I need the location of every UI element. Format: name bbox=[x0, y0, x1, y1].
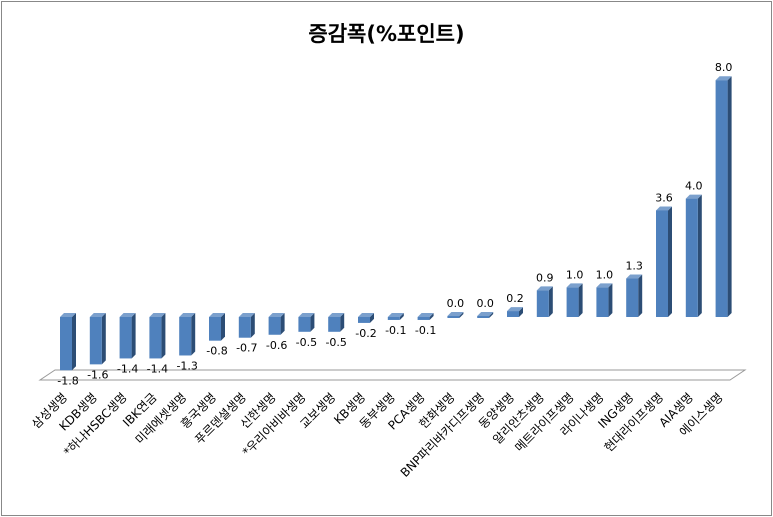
bar-side bbox=[101, 313, 106, 365]
bar-side bbox=[489, 312, 494, 318]
bar-side bbox=[668, 206, 672, 317]
bar-side bbox=[638, 274, 643, 317]
bar bbox=[715, 80, 728, 317]
bar-top bbox=[268, 313, 285, 317]
bar bbox=[656, 210, 668, 317]
bar-side bbox=[459, 312, 464, 318]
data-label: 4.0 bbox=[685, 180, 703, 193]
bar bbox=[328, 317, 341, 332]
bar-top bbox=[387, 313, 404, 317]
bar bbox=[149, 317, 162, 359]
bar-side bbox=[250, 313, 255, 338]
data-label: -0.7 bbox=[236, 342, 257, 355]
bar-top bbox=[298, 313, 315, 317]
bar-top bbox=[626, 274, 643, 279]
bar-side bbox=[429, 313, 434, 320]
bar-side bbox=[161, 313, 166, 359]
bar bbox=[685, 198, 698, 317]
data-label: 0.0 bbox=[476, 297, 494, 310]
bar bbox=[596, 287, 609, 317]
bar-side bbox=[399, 313, 404, 320]
bar bbox=[179, 317, 192, 356]
data-label: 0.2 bbox=[506, 292, 524, 305]
bar-top bbox=[656, 206, 672, 211]
bar-side bbox=[727, 76, 732, 317]
data-label: 3.6 bbox=[655, 191, 673, 204]
data-label: -1.3 bbox=[176, 359, 197, 372]
bar-top bbox=[328, 313, 345, 317]
bar-top bbox=[238, 313, 255, 317]
bar bbox=[358, 317, 370, 323]
data-label: -0.1 bbox=[385, 324, 406, 337]
bar-top bbox=[566, 283, 583, 288]
bar-top bbox=[358, 313, 374, 317]
bar bbox=[507, 311, 519, 317]
bar bbox=[387, 317, 400, 320]
bar-top bbox=[715, 76, 732, 81]
data-label: -1.8 bbox=[57, 374, 78, 387]
bar bbox=[417, 317, 430, 320]
data-label: -1.6 bbox=[87, 368, 108, 381]
bar bbox=[268, 317, 281, 335]
bar-top bbox=[596, 283, 613, 288]
bar-top bbox=[89, 313, 106, 317]
bar-top bbox=[119, 313, 136, 317]
data-label: -0.6 bbox=[266, 339, 287, 352]
bar-side bbox=[370, 313, 374, 323]
data-label: -1.4 bbox=[117, 362, 138, 375]
data-label: -0.5 bbox=[325, 336, 346, 349]
data-label: -1.4 bbox=[147, 362, 168, 375]
bar-side bbox=[131, 313, 136, 359]
data-label: 8.0 bbox=[715, 61, 733, 74]
bar-top bbox=[60, 313, 76, 317]
bar-side bbox=[191, 313, 196, 356]
bar-side bbox=[608, 283, 613, 317]
data-label: -0.5 bbox=[296, 336, 317, 349]
bar-top bbox=[685, 194, 702, 199]
data-label: -0.1 bbox=[415, 324, 436, 337]
bar-side bbox=[221, 313, 225, 341]
data-label: 1.0 bbox=[596, 268, 614, 281]
bar bbox=[536, 290, 549, 317]
bar bbox=[89, 317, 102, 365]
bar-top bbox=[536, 286, 553, 291]
bar-side bbox=[548, 286, 553, 317]
bar-side bbox=[519, 307, 523, 317]
bar-side bbox=[697, 194, 702, 317]
bar bbox=[238, 317, 251, 338]
data-label: 0.9 bbox=[536, 271, 554, 284]
bar-top bbox=[507, 307, 523, 312]
data-label: -0.2 bbox=[355, 327, 376, 340]
bar-side bbox=[578, 283, 583, 317]
bar bbox=[60, 317, 72, 371]
bar bbox=[447, 316, 460, 318]
bar-top bbox=[149, 313, 166, 317]
bar-top bbox=[417, 313, 434, 317]
bar bbox=[626, 278, 639, 317]
bar-side bbox=[280, 313, 285, 335]
data-label: 1.3 bbox=[625, 260, 643, 273]
data-label: -0.8 bbox=[206, 345, 227, 358]
data-label: 1.0 bbox=[566, 268, 584, 281]
bar-top bbox=[447, 312, 464, 316]
chart-title: 증감폭(%포인트) bbox=[308, 22, 465, 46]
data-label: 0.0 bbox=[447, 297, 465, 310]
chart-floor bbox=[38, 369, 747, 381]
bar bbox=[209, 317, 221, 341]
bar-side bbox=[72, 313, 76, 371]
bar bbox=[566, 287, 579, 317]
bar bbox=[298, 317, 311, 332]
bar-side bbox=[340, 313, 345, 332]
bar bbox=[119, 317, 132, 359]
bar-top bbox=[179, 313, 196, 317]
bar-top bbox=[209, 313, 225, 317]
bar-top bbox=[477, 312, 494, 316]
bar-side bbox=[310, 313, 315, 332]
bar bbox=[477, 316, 490, 318]
